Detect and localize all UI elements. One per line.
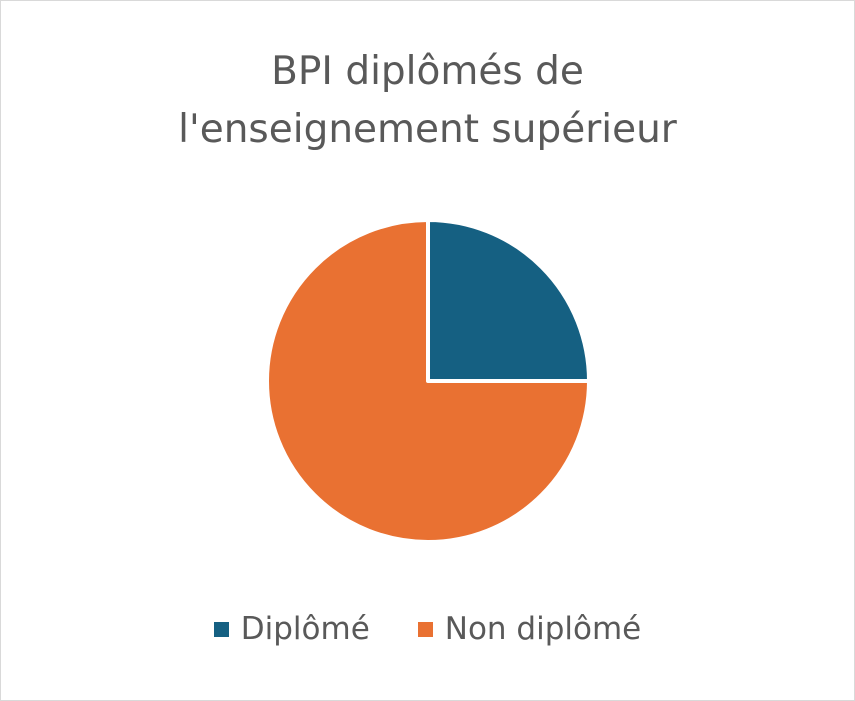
legend-swatch <box>417 621 433 637</box>
legend-item: Diplômé <box>213 611 370 647</box>
pie-slice <box>265 218 591 544</box>
legend-label: Non diplômé <box>444 611 642 647</box>
legend-item: Non diplômé <box>417 611 642 647</box>
chart-title: BPI diplômés de l'enseignement supérieur <box>178 49 677 152</box>
legend-swatch <box>213 621 229 637</box>
legend-label: Diplômé <box>240 611 370 647</box>
legend: Diplômé Non diplômé <box>1 611 854 647</box>
pie-slice <box>426 218 591 383</box>
